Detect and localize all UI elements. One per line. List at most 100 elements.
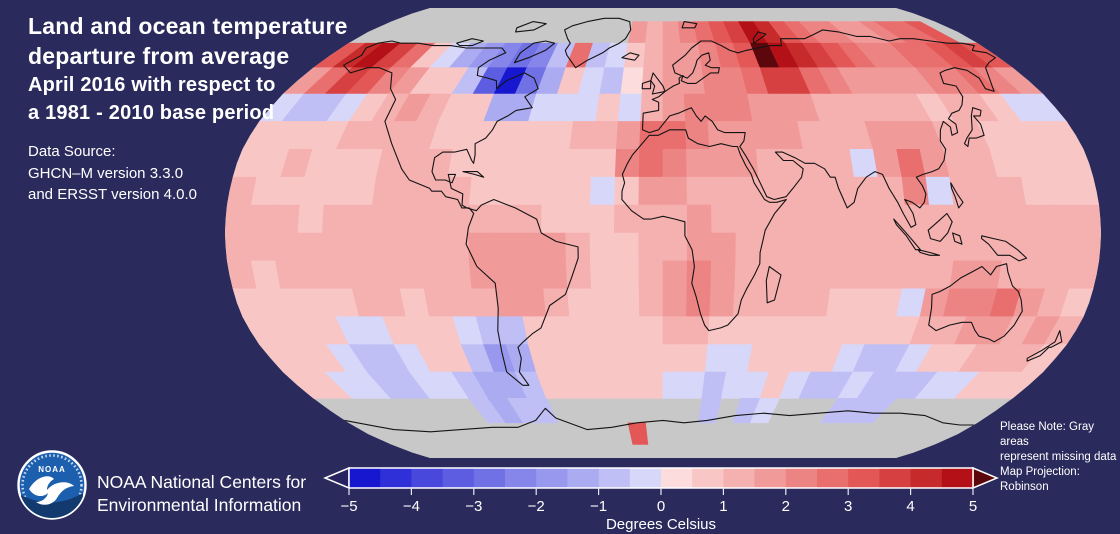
noaa-attribution-line-2: Environmental Information bbox=[97, 495, 302, 515]
colorbar-segment bbox=[505, 468, 537, 488]
grid-cell bbox=[273, 232, 301, 262]
grid-cell bbox=[662, 176, 688, 206]
colorbar-segment bbox=[848, 468, 880, 488]
grid-cell bbox=[806, 176, 833, 206]
coastline bbox=[650, 72, 666, 95]
grid-cell bbox=[565, 260, 592, 290]
grid-cell bbox=[638, 288, 664, 318]
grid-cell bbox=[662, 121, 687, 150]
grid-cell bbox=[853, 176, 882, 206]
grid-cell bbox=[595, 93, 622, 122]
grid-cell bbox=[992, 371, 1044, 399]
grid-cell bbox=[471, 288, 500, 318]
grid-cell bbox=[419, 232, 446, 262]
coastline bbox=[513, 40, 556, 64]
colorbar-segment bbox=[661, 468, 693, 488]
grid-cell bbox=[614, 176, 640, 206]
grid-cell bbox=[443, 232, 470, 262]
grid-cell bbox=[225, 232, 252, 262]
grid-cell bbox=[662, 288, 688, 318]
note-line-2: represent missing data bbox=[1000, 451, 1117, 463]
grid-cell bbox=[807, 204, 834, 234]
grid-cell bbox=[782, 176, 809, 206]
grid-cell bbox=[704, 93, 731, 122]
colorbar-tick-label: 1 bbox=[719, 498, 727, 515]
grid-cell bbox=[710, 260, 737, 290]
grid-cell bbox=[638, 149, 664, 178]
grid-cell bbox=[662, 93, 686, 122]
grid-cell bbox=[682, 371, 706, 399]
grid-cell bbox=[468, 260, 497, 290]
coastline bbox=[752, 31, 767, 44]
grid-cell bbox=[614, 260, 640, 290]
coastline bbox=[462, 171, 485, 178]
colorbar-tick-label: 3 bbox=[844, 498, 852, 515]
grid-cell bbox=[734, 176, 761, 206]
grid-cell bbox=[734, 260, 761, 290]
colorbar-axis-label: Degrees Celsius bbox=[606, 516, 716, 532]
colorbar-tick-label: 5 bbox=[969, 498, 977, 515]
colorbar-segment bbox=[442, 468, 475, 488]
grid-cell bbox=[641, 67, 664, 95]
grid-cell bbox=[444, 260, 473, 290]
colorbar-segment bbox=[910, 468, 943, 488]
grid-cell bbox=[567, 149, 594, 178]
grid-cell bbox=[1001, 204, 1029, 234]
colorbar-segment bbox=[629, 468, 662, 488]
grid-cell bbox=[569, 121, 597, 150]
grid-cell bbox=[779, 288, 807, 318]
grid-cell bbox=[709, 149, 736, 178]
grid-cell bbox=[447, 288, 477, 318]
coastline bbox=[681, 21, 698, 29]
grid-cell bbox=[925, 176, 955, 206]
colorbar-segment bbox=[723, 468, 755, 488]
noaa-logo-text: NOAA bbox=[38, 465, 66, 474]
grid-cell bbox=[638, 176, 664, 206]
grid-cell bbox=[685, 316, 711, 345]
grid-cell bbox=[371, 176, 401, 206]
grid-cell bbox=[420, 260, 449, 290]
grid-cell bbox=[347, 176, 377, 206]
colorbar-tick-label: −4 bbox=[403, 498, 420, 515]
grid-cell bbox=[953, 232, 980, 262]
noaa-gull-icon bbox=[29, 476, 74, 505]
grid-cell bbox=[662, 149, 688, 178]
coastlines bbox=[343, 17, 1063, 433]
grid-cell bbox=[645, 21, 664, 44]
grid-cell bbox=[732, 288, 759, 318]
grid-cell bbox=[443, 204, 470, 234]
grid-cell bbox=[662, 42, 683, 68]
grid-cell bbox=[686, 149, 712, 178]
coastline bbox=[950, 182, 964, 209]
grid-cell bbox=[953, 204, 980, 234]
grid-cell bbox=[592, 316, 619, 345]
grid-cell bbox=[638, 260, 664, 290]
grid-cell bbox=[683, 344, 709, 373]
grid-cell bbox=[662, 260, 688, 290]
grid-cell bbox=[516, 232, 543, 262]
noaa-logo-rim-text bbox=[21, 454, 83, 516]
grid-cell bbox=[782, 260, 809, 290]
coastline bbox=[1026, 330, 1063, 362]
colorbar-tick-label: 2 bbox=[782, 498, 790, 515]
data-source-line-1: Data Source: bbox=[28, 143, 116, 160]
title-line-2: departure from average bbox=[28, 43, 290, 69]
colorbar-tick-label: −2 bbox=[528, 498, 545, 515]
grid-cell bbox=[641, 371, 664, 399]
grid-cell bbox=[640, 344, 664, 373]
colorbar-segment bbox=[536, 468, 568, 488]
grid-cell bbox=[545, 121, 574, 150]
grid-cell bbox=[662, 232, 688, 262]
grid-cell bbox=[826, 149, 855, 178]
grid-cell bbox=[569, 316, 597, 345]
colorbar-segment bbox=[349, 468, 381, 488]
noaa-attribution: NOAA National Centers for Environmental … bbox=[97, 471, 306, 517]
grid-cell bbox=[540, 204, 567, 234]
colorbar-segment bbox=[754, 468, 787, 488]
grid-cell bbox=[519, 288, 547, 318]
coastline bbox=[343, 40, 579, 386]
grid-cell bbox=[759, 204, 786, 234]
grid-cell bbox=[565, 176, 592, 206]
